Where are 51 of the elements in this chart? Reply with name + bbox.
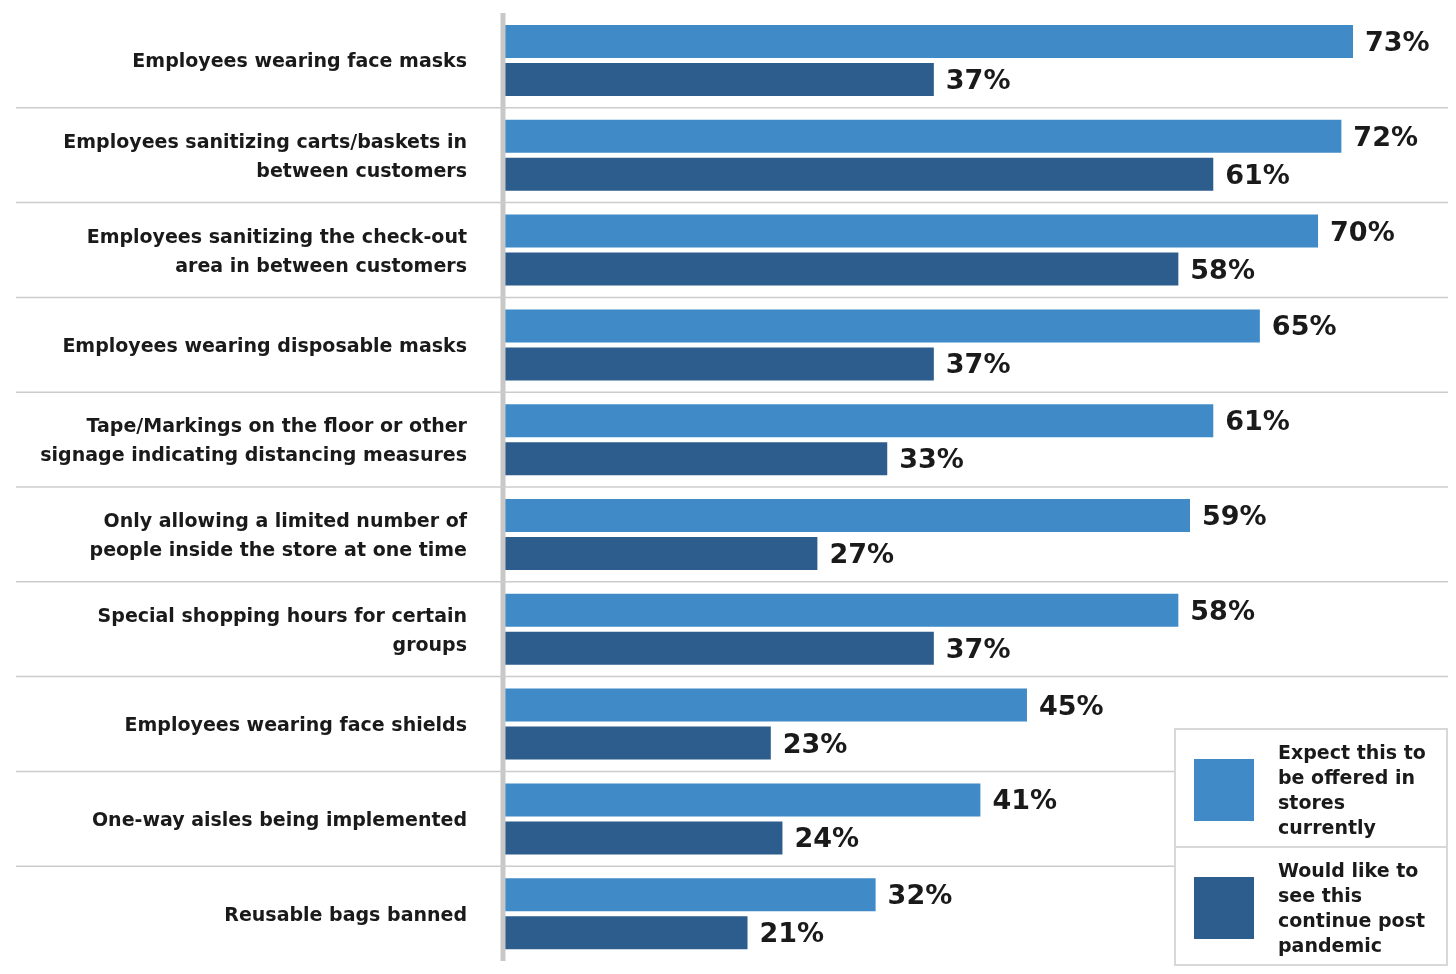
data-label: 58% xyxy=(1190,594,1255,626)
data-label: 73% xyxy=(1365,26,1430,57)
bar xyxy=(503,119,1342,153)
data-label: 37% xyxy=(945,632,1011,664)
bar xyxy=(503,878,876,912)
bar xyxy=(503,442,888,476)
data-label: 23% xyxy=(782,727,848,759)
bar xyxy=(503,631,934,665)
bar xyxy=(503,593,1179,627)
data-label: 72% xyxy=(1353,120,1418,152)
bar xyxy=(503,347,934,381)
bar xyxy=(503,309,1260,343)
bar xyxy=(503,821,783,855)
y-tick-label: Reusable bags banned xyxy=(224,902,467,925)
y-tick-label: One-way aisles being implemented xyxy=(91,807,467,830)
y-tick-label: Employees wearing face masks xyxy=(132,49,467,72)
y-tick-label: Employees sanitizing the check-out area in between customers xyxy=(86,224,467,276)
bar xyxy=(503,537,818,570)
bar xyxy=(503,916,748,950)
y-tick-label: Only allowing a limited number of people inside the store at one time xyxy=(89,508,468,560)
bar xyxy=(503,404,1214,438)
data-label: 37% xyxy=(945,348,1011,380)
bar xyxy=(503,25,1353,58)
y-tick-label: Special shopping hours for certain groups xyxy=(97,603,467,655)
bar xyxy=(503,688,1027,722)
bar xyxy=(503,783,981,817)
data-label: 41% xyxy=(992,784,1058,816)
data-label: 24% xyxy=(794,822,860,854)
data-label: 70% xyxy=(1330,215,1395,247)
bar xyxy=(503,252,1179,286)
y-tick-label: Tape/Markings on the floor or other signage indicating distancing measures xyxy=(40,414,468,466)
y-tick-label: Employees sanitizing carts/baskets in between customers xyxy=(63,129,467,181)
data-label: 21% xyxy=(759,917,825,949)
bar xyxy=(503,726,771,760)
bar xyxy=(503,499,1190,532)
y-tick-label: Employees wearing disposable masks xyxy=(62,333,467,356)
legend-frame: Expect this to be offered in stores currently Would like to see this continue post pandemic xyxy=(1174,728,1448,966)
data-label: 32% xyxy=(887,879,953,911)
data-label: 45% xyxy=(1038,689,1104,721)
data-label: 37% xyxy=(945,64,1011,95)
bar xyxy=(503,214,1319,248)
data-label: 33% xyxy=(899,443,964,475)
data-label: 58% xyxy=(1190,253,1255,285)
data-label: 61% xyxy=(1225,405,1290,437)
data-label: 61% xyxy=(1225,158,1290,190)
data-label: 27% xyxy=(829,538,895,569)
data-label: 65% xyxy=(1271,310,1337,342)
bar xyxy=(503,63,934,96)
data-label: 59% xyxy=(1201,500,1267,531)
y-tick-label: Employees wearing face shields xyxy=(124,713,467,735)
bar xyxy=(503,157,1214,191)
